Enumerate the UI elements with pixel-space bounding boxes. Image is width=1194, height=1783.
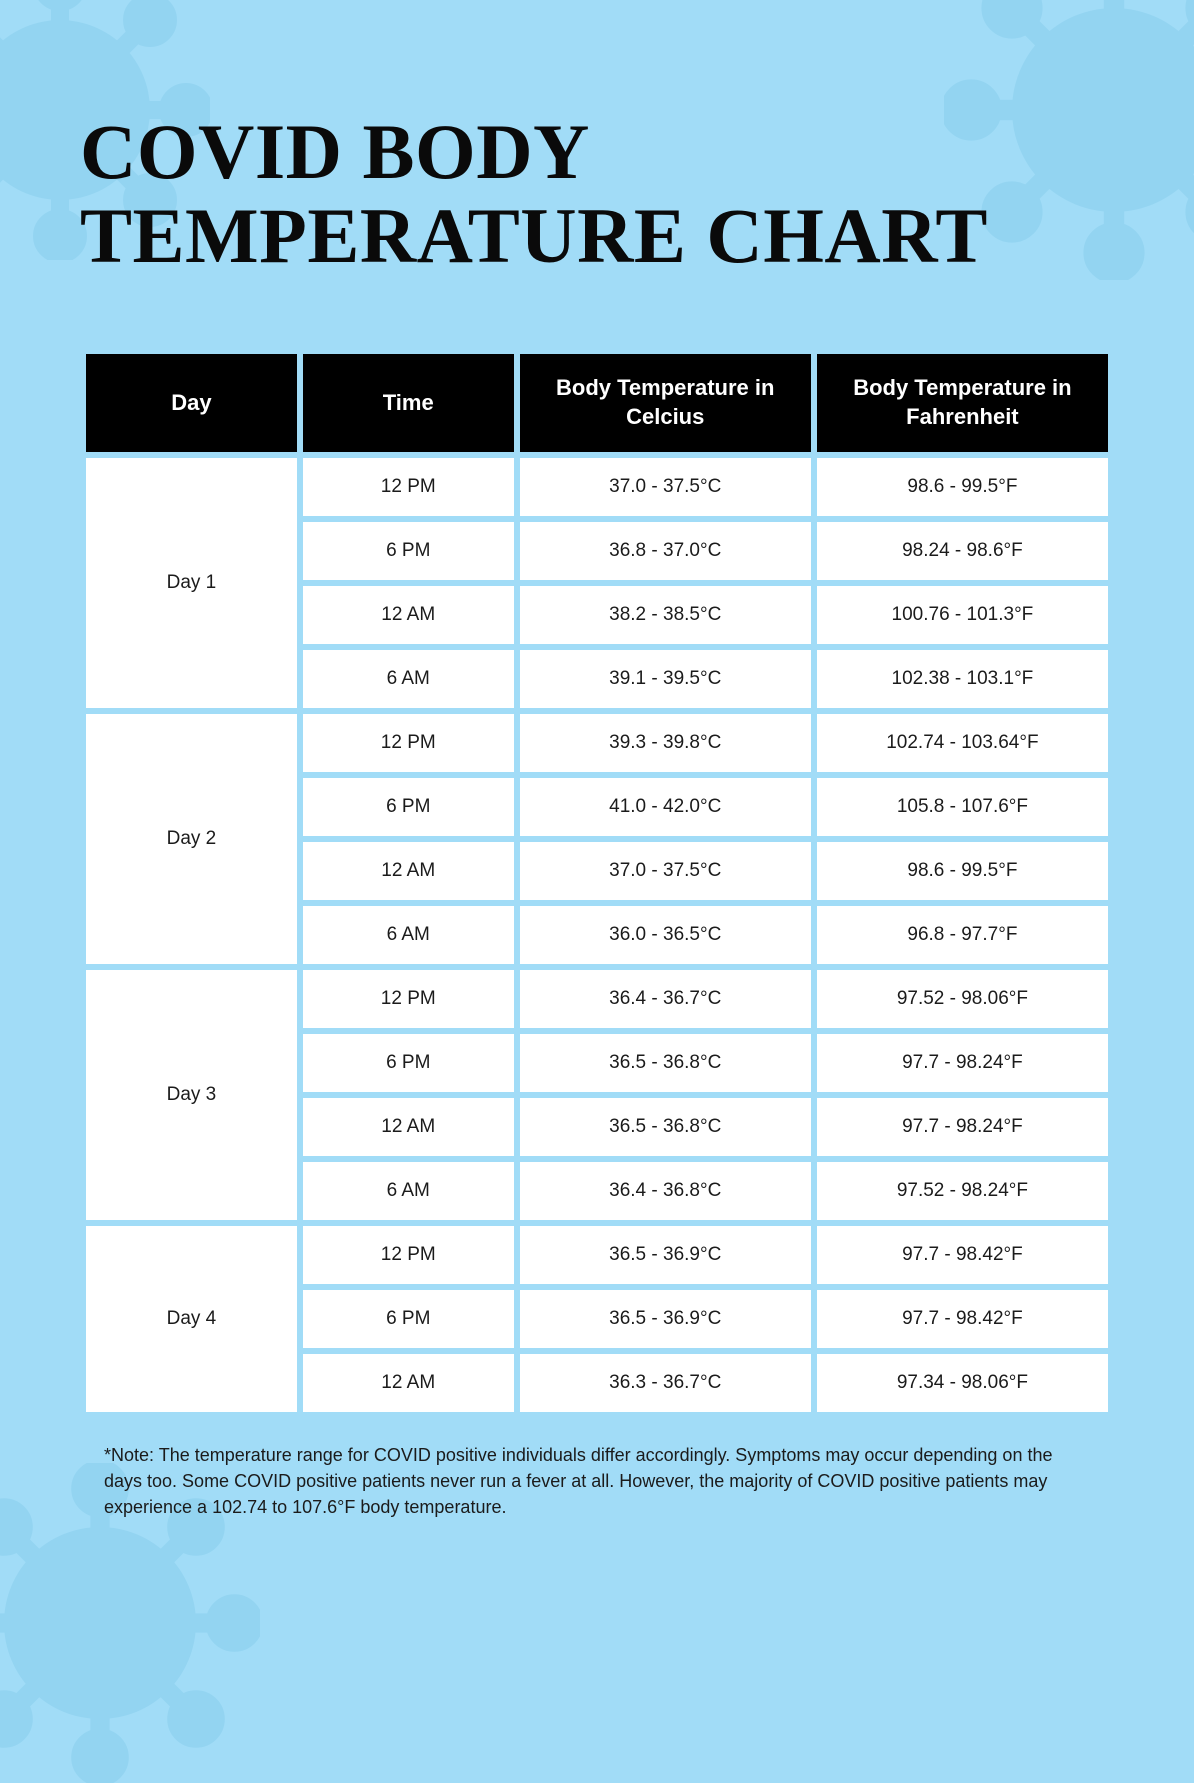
time-cell: 6 AM [303,650,514,708]
time-cell: 6 PM [303,1034,514,1092]
title-line-1: COVID BODY [80,108,590,195]
temperature-table: Day Time Body Temperature in Celcius Bod… [80,348,1114,1417]
column-header-fahrenheit: Body Temperature in Fahrenheit [817,354,1108,451]
time-cell: 12 AM [303,1354,514,1412]
celsius-cell: 38.2 - 38.5°C [520,586,811,644]
celsius-cell: 37.0 - 37.5°C [520,842,811,900]
fahrenheit-cell: 98.6 - 99.5°F [817,842,1108,900]
time-cell: 6 PM [303,778,514,836]
fahrenheit-cell: 96.8 - 97.7°F [817,906,1108,964]
time-cell: 12 PM [303,970,514,1028]
fahrenheit-cell: 97.34 - 98.06°F [817,1354,1108,1412]
celsius-cell: 36.8 - 37.0°C [520,522,811,580]
fahrenheit-cell: 97.52 - 98.24°F [817,1162,1108,1220]
time-cell: 6 PM [303,1290,514,1348]
day-cell: Day 1 [86,458,297,708]
day-cell: Day 2 [86,714,297,964]
footer-note: *Note: The temperature range for COVID p… [80,1442,1114,1520]
time-cell: 12 PM [303,458,514,516]
time-cell: 12 AM [303,842,514,900]
fahrenheit-cell: 102.38 - 103.1°F [817,650,1108,708]
fahrenheit-cell: 97.7 - 98.42°F [817,1226,1108,1284]
celsius-cell: 36.4 - 36.7°C [520,970,811,1028]
celsius-cell: 36.5 - 36.9°C [520,1290,811,1348]
celsius-cell: 36.5 - 36.8°C [520,1034,811,1092]
column-header-time: Time [303,354,514,451]
table-row: Day 412 PM36.5 - 36.9°C97.7 - 98.42°F [86,1226,1108,1284]
time-cell: 12 PM [303,714,514,772]
day-cell: Day 4 [86,1226,297,1412]
celsius-cell: 36.5 - 36.8°C [520,1098,811,1156]
fahrenheit-cell: 102.74 - 103.64°F [817,714,1108,772]
column-header-celsius: Body Temperature in Celcius [520,354,811,451]
fahrenheit-cell: 98.24 - 98.6°F [817,522,1108,580]
fahrenheit-cell: 97.7 - 98.24°F [817,1034,1108,1092]
time-cell: 6 PM [303,522,514,580]
celsius-cell: 39.1 - 39.5°C [520,650,811,708]
fahrenheit-cell: 98.6 - 99.5°F [817,458,1108,516]
day-cell: Day 3 [86,970,297,1220]
celsius-cell: 41.0 - 42.0°C [520,778,811,836]
fahrenheit-cell: 105.8 - 107.6°F [817,778,1108,836]
time-cell: 6 AM [303,1162,514,1220]
table-row: Day 312 PM36.4 - 36.7°C97.52 - 98.06°F [86,970,1108,1028]
fahrenheit-cell: 97.7 - 98.42°F [817,1290,1108,1348]
page-title: COVID BODY TEMPERATURE CHART [80,110,1114,278]
time-cell: 12 AM [303,586,514,644]
column-header-day: Day [86,354,297,451]
celsius-cell: 36.3 - 36.7°C [520,1354,811,1412]
celsius-cell: 39.3 - 39.8°C [520,714,811,772]
fahrenheit-cell: 97.52 - 98.06°F [817,970,1108,1028]
celsius-cell: 36.5 - 36.9°C [520,1226,811,1284]
time-cell: 12 PM [303,1226,514,1284]
fahrenheit-cell: 97.7 - 98.24°F [817,1098,1108,1156]
celsius-cell: 36.4 - 36.8°C [520,1162,811,1220]
table-row: Day 212 PM39.3 - 39.8°C102.74 - 103.64°F [86,714,1108,772]
time-cell: 6 AM [303,906,514,964]
fahrenheit-cell: 100.76 - 101.3°F [817,586,1108,644]
title-line-2: TEMPERATURE CHART [80,192,988,279]
celsius-cell: 36.0 - 36.5°C [520,906,811,964]
celsius-cell: 37.0 - 37.5°C [520,458,811,516]
time-cell: 12 AM [303,1098,514,1156]
table-row: Day 112 PM37.0 - 37.5°C98.6 - 99.5°F [86,458,1108,516]
